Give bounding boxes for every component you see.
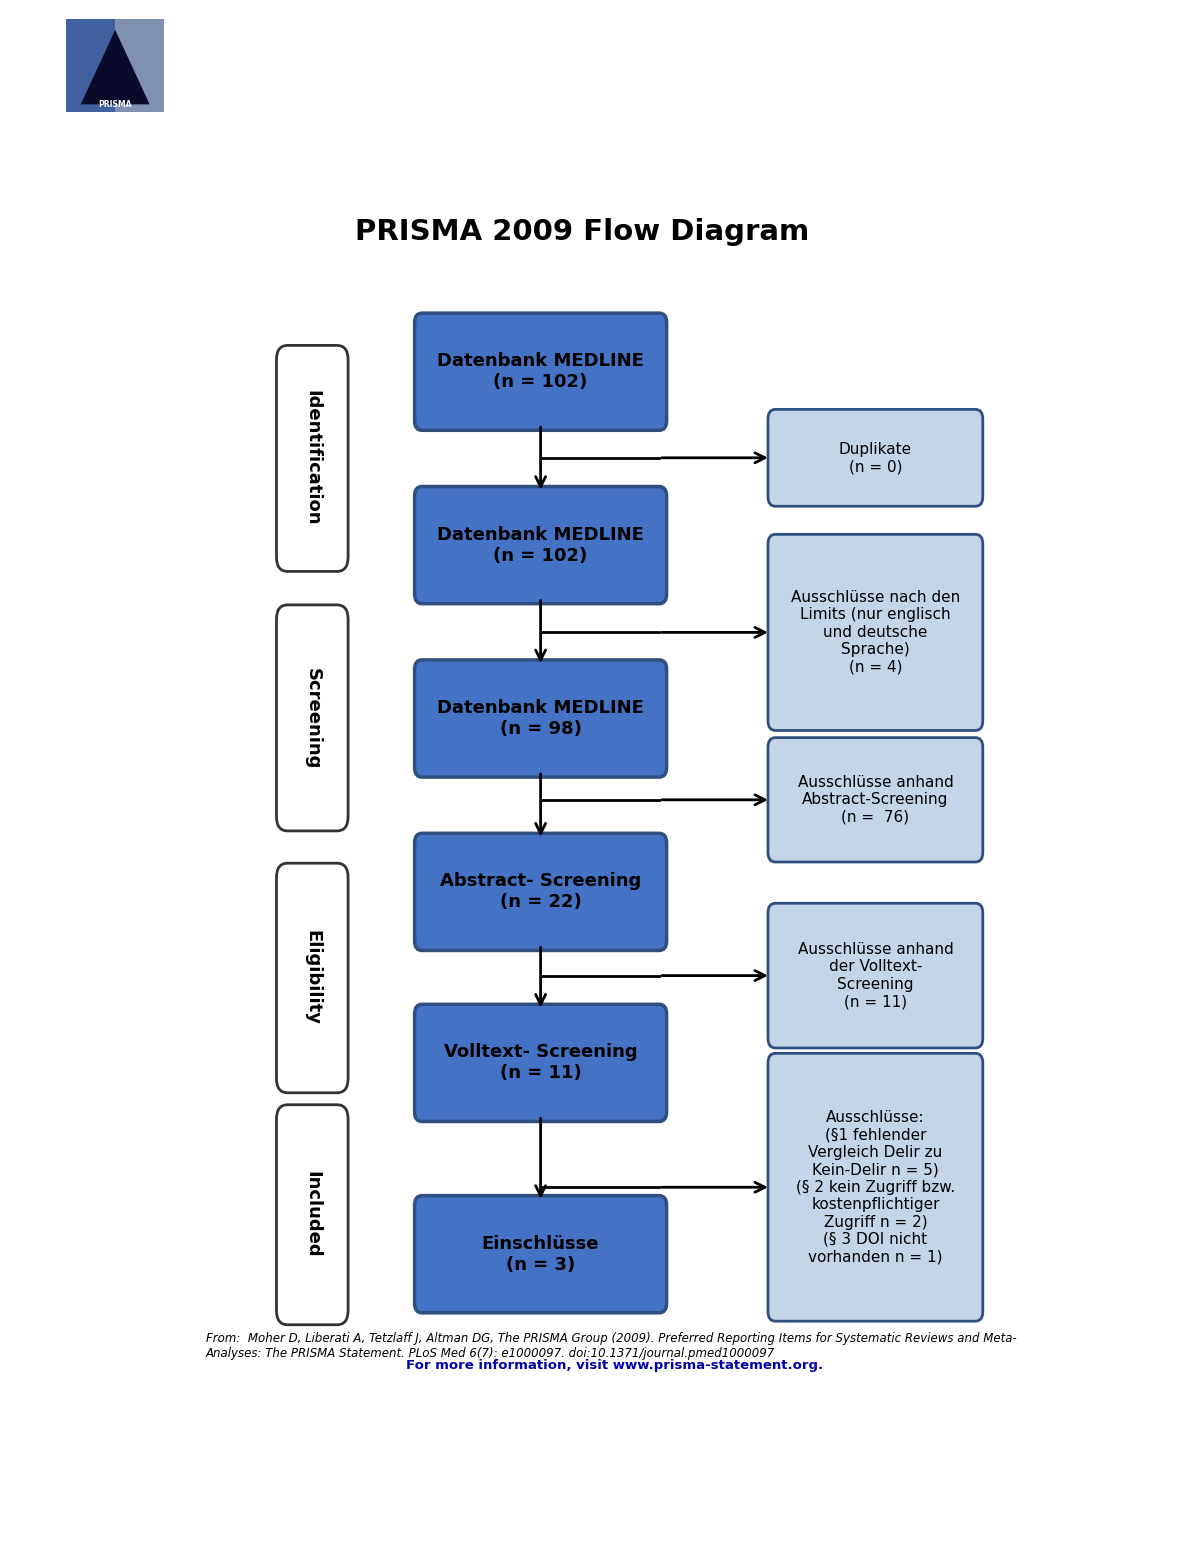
Text: PRISMA: PRISMA bbox=[98, 99, 132, 109]
FancyBboxPatch shape bbox=[276, 604, 348, 831]
FancyBboxPatch shape bbox=[276, 345, 348, 572]
FancyBboxPatch shape bbox=[768, 1053, 983, 1322]
Text: Identification: Identification bbox=[304, 390, 322, 525]
Text: Datenbank MEDLINE
(n = 102): Datenbank MEDLINE (n = 102) bbox=[437, 353, 644, 391]
FancyBboxPatch shape bbox=[414, 1196, 667, 1312]
FancyBboxPatch shape bbox=[276, 1104, 348, 1325]
Text: Einschlüsse
(n = 3): Einschlüsse (n = 3) bbox=[482, 1235, 599, 1273]
Text: Eligibility: Eligibility bbox=[304, 930, 322, 1025]
Text: Ausschlüsse anhand
der Volltext-
Screening
(n = 11): Ausschlüsse anhand der Volltext- Screeni… bbox=[798, 943, 953, 1009]
FancyBboxPatch shape bbox=[768, 738, 983, 862]
Text: Duplikate
(n = 0): Duplikate (n = 0) bbox=[839, 441, 912, 474]
FancyBboxPatch shape bbox=[414, 314, 667, 430]
FancyBboxPatch shape bbox=[768, 904, 983, 1048]
Text: For more information, visit www.prisma-statement.org.: For more information, visit www.prisma-s… bbox=[407, 1359, 823, 1371]
FancyBboxPatch shape bbox=[414, 1005, 667, 1121]
FancyBboxPatch shape bbox=[414, 660, 667, 776]
Text: Datenbank MEDLINE
(n = 98): Datenbank MEDLINE (n = 98) bbox=[437, 699, 644, 738]
FancyBboxPatch shape bbox=[768, 534, 983, 730]
Text: Datenbank MEDLINE
(n = 102): Datenbank MEDLINE (n = 102) bbox=[437, 526, 644, 564]
Text: Volltext- Screening
(n = 11): Volltext- Screening (n = 11) bbox=[444, 1044, 637, 1082]
Text: PRISMA 2009 Flow Diagram: PRISMA 2009 Flow Diagram bbox=[355, 217, 809, 245]
Text: Ausschlüsse anhand
Abstract-Screening
(n =  76): Ausschlüsse anhand Abstract-Screening (n… bbox=[798, 775, 953, 825]
Text: From:  Moher D, Liberati A, Tetzlaff J, Altman DG, The PRISMA Group (2009). Pref: From: Moher D, Liberati A, Tetzlaff J, A… bbox=[206, 1332, 1016, 1360]
Bar bbox=[115, 19, 164, 112]
Text: Ausschlüsse:
(§1 fehlender
Vergleich Delir zu
Kein-Delir n = 5)
(§ 2 kein Zugrif: Ausschlüsse: (§1 fehlender Vergleich Del… bbox=[796, 1110, 955, 1264]
FancyBboxPatch shape bbox=[768, 410, 983, 506]
FancyBboxPatch shape bbox=[276, 863, 348, 1093]
Polygon shape bbox=[80, 30, 150, 104]
Text: Ausschlüsse nach den
Limits (nur englisch
und deutsche
Sprache)
(n = 4): Ausschlüsse nach den Limits (nur englisc… bbox=[791, 590, 960, 674]
FancyBboxPatch shape bbox=[414, 486, 667, 604]
Text: Screening: Screening bbox=[304, 668, 322, 769]
Bar bbox=[66, 19, 115, 112]
FancyBboxPatch shape bbox=[414, 834, 667, 950]
Text: Abstract- Screening
(n = 22): Abstract- Screening (n = 22) bbox=[440, 873, 641, 912]
Text: Included: Included bbox=[304, 1171, 322, 1258]
